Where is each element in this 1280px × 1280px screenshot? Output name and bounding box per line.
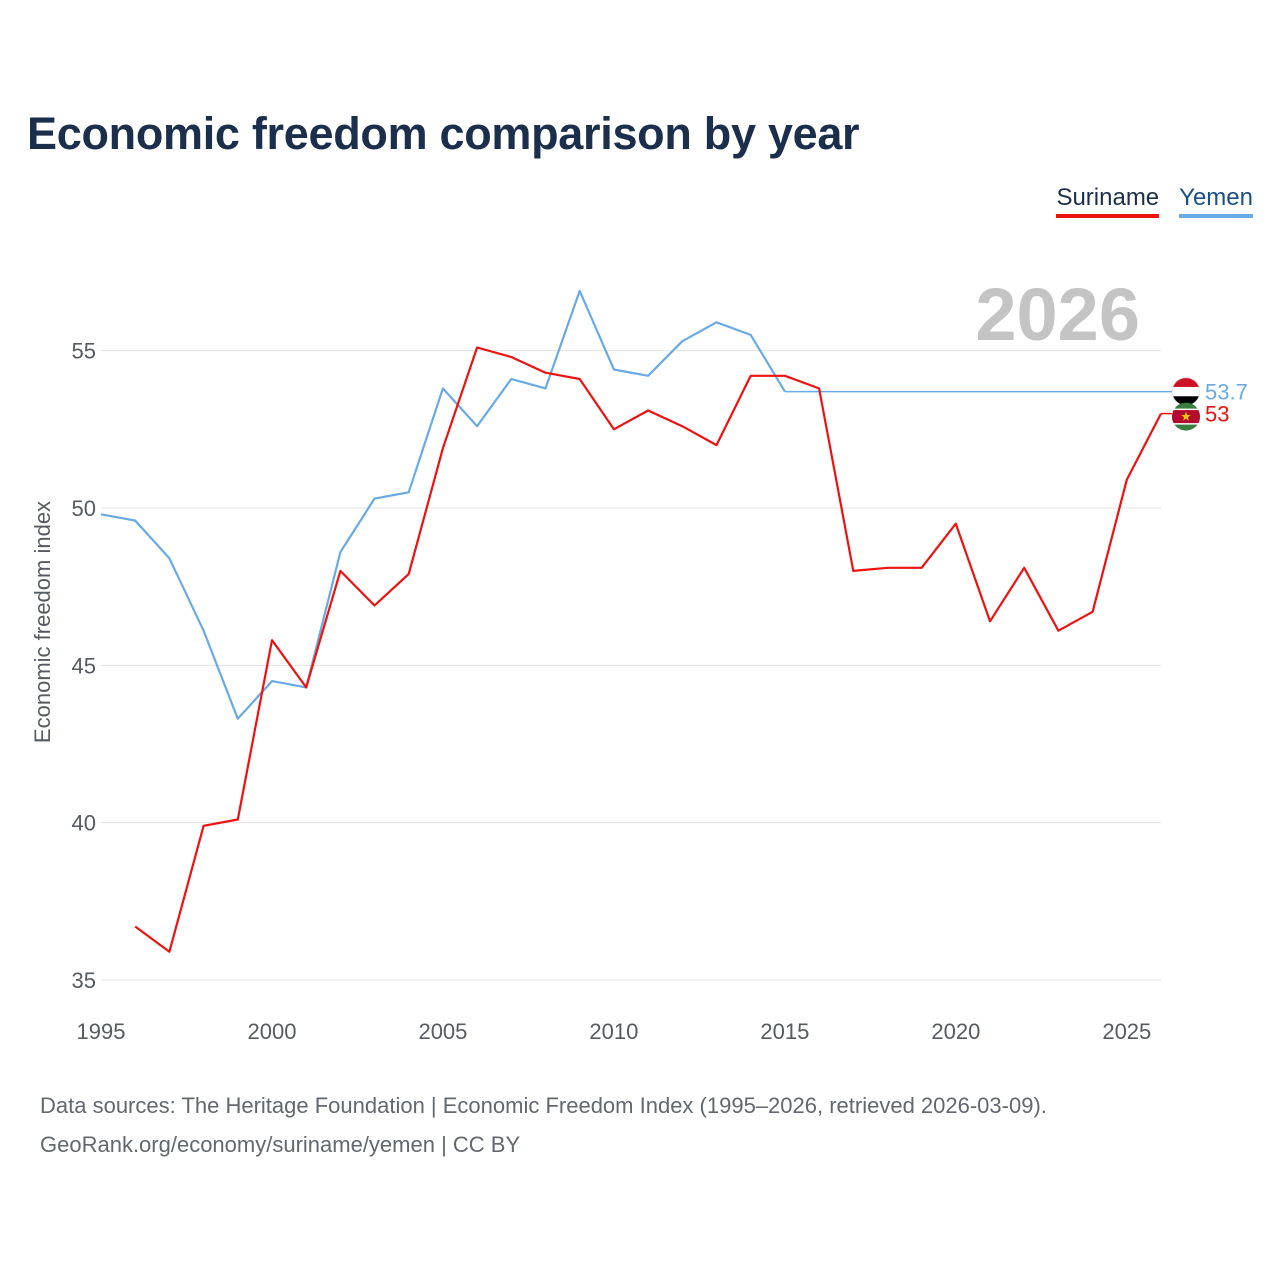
y-axis-ticks: 35 40 45 50 55 bbox=[72, 339, 96, 993]
end-label-yemen: 53.7 bbox=[1205, 380, 1248, 405]
x-tick-label-2020: 2020 bbox=[931, 1019, 980, 1044]
series-line-yemen bbox=[100, 289, 786, 720]
x-axis-ticks: 1995 2000 2005 2010 2015 2020 2025 bbox=[77, 1019, 1152, 1044]
legend-item-yemen[interactable]: Yemen bbox=[1179, 184, 1253, 218]
legend: Suriname Yemen bbox=[1056, 184, 1253, 218]
y-axis-title: Economic freedom index bbox=[30, 501, 55, 743]
source-note: Data sources: The Heritage Foundation | … bbox=[40, 1086, 1047, 1164]
yemen-flag-icon bbox=[1172, 377, 1200, 406]
x-tick-label-2025: 2025 bbox=[1102, 1019, 1151, 1044]
end-label-suriname: 53 bbox=[1205, 402, 1229, 427]
x-tick-label-2010: 2010 bbox=[589, 1019, 638, 1044]
y-tick-label-35: 35 bbox=[72, 968, 96, 993]
end-markers: 53.753 bbox=[1161, 377, 1248, 431]
y-tick-label-55: 55 bbox=[72, 339, 96, 364]
gridlines bbox=[101, 350, 1161, 981]
y-tick-label-45: 45 bbox=[72, 653, 96, 678]
chart-title: Economic freedom comparison by year bbox=[27, 108, 860, 159]
series-lines bbox=[100, 289, 1185, 953]
x-tick-label-2005: 2005 bbox=[418, 1019, 467, 1044]
year-watermark: 2026 bbox=[975, 273, 1140, 356]
x-tick-label-1995: 1995 bbox=[77, 1019, 126, 1044]
x-tick-label-2015: 2015 bbox=[760, 1019, 809, 1044]
series-line-suriname bbox=[134, 346, 1162, 953]
source-line-1: Data sources: The Heritage Foundation | … bbox=[40, 1093, 1047, 1118]
legend-item-suriname[interactable]: Suriname bbox=[1056, 184, 1160, 218]
x-tick-label-2000: 2000 bbox=[247, 1019, 296, 1044]
suriname-flag-icon bbox=[1172, 402, 1200, 431]
y-tick-label-50: 50 bbox=[72, 496, 96, 521]
source-line-2[interactable]: GeoRank.org/economy/suriname/yemen | CC … bbox=[40, 1132, 521, 1157]
y-tick-label-40: 40 bbox=[72, 811, 96, 836]
suriname-flag-star bbox=[1181, 411, 1191, 421]
